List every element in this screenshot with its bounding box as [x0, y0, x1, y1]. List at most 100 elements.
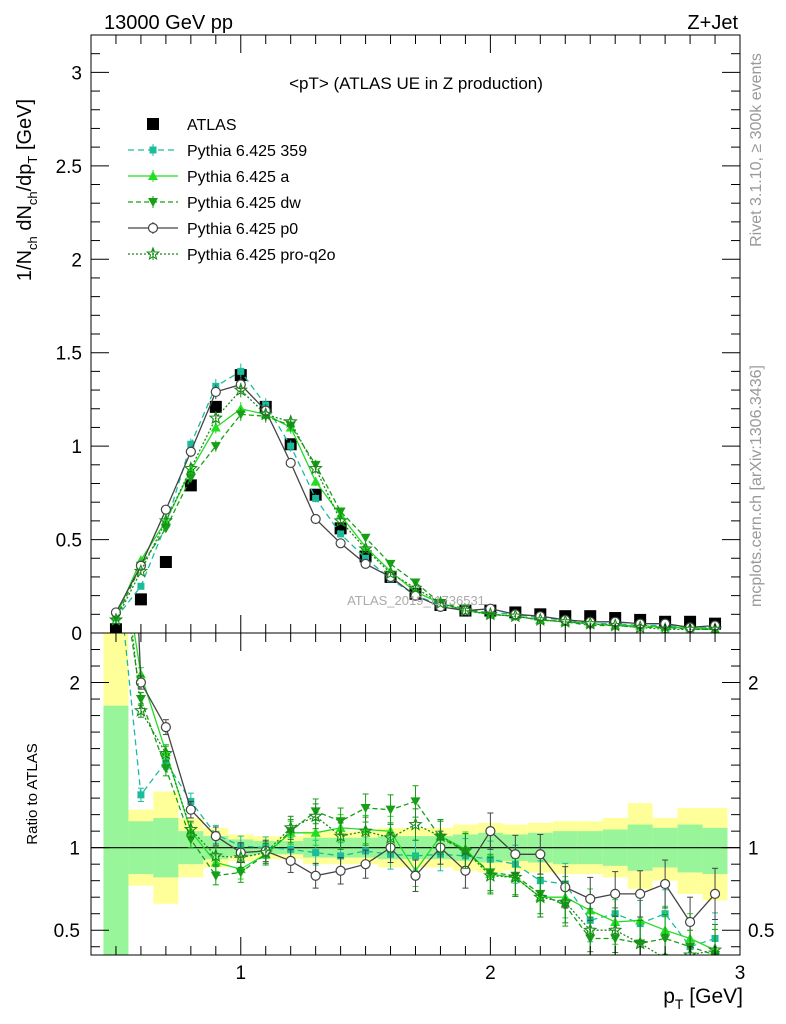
band-bin	[103, 705, 129, 955]
chart-title: <pT> (ATLAS UE in Z production)	[289, 74, 543, 93]
legend-marker-proq2o	[145, 246, 161, 261]
ratio-point-p0	[285, 855, 296, 866]
ratio-series-p359	[112, 547, 719, 955]
point-data	[159, 555, 172, 568]
process-label: Z+Jet	[687, 12, 738, 34]
ratio-point-proq2o	[258, 845, 273, 859]
ratio-y-axis-title: Ratio to ATLAS	[24, 743, 41, 844]
point-p0	[285, 457, 296, 469]
point-dw	[210, 442, 221, 452]
ratio-point-p359	[312, 849, 320, 857]
band-bin	[677, 824, 703, 873]
ratio-point-proq2o	[133, 703, 149, 717]
point-p0	[185, 446, 196, 457]
legend-item-p359: Pythia 6.425 359	[128, 143, 307, 160]
legend-marker-p0	[147, 222, 159, 234]
ratio-point-p359	[137, 791, 145, 799]
point-p359	[187, 440, 195, 448]
point-proq2o	[433, 595, 448, 610]
ratio-point-p0	[185, 804, 196, 815]
point-proq2o	[233, 382, 248, 397]
y-tick-label: 0	[71, 624, 82, 645]
legend-marker-p359	[149, 146, 157, 154]
legend-marker-a	[148, 171, 158, 180]
legend: ATLAS Pythia 6.425 359 Pythia 6.425 a Pythi…	[128, 117, 336, 264]
y-tick-label: 1	[71, 437, 82, 458]
ratio-point-proq2o	[333, 828, 348, 843]
ratio-point-proq2o	[208, 848, 223, 863]
point-p359	[137, 582, 145, 590]
main-x-ticks	[90, 35, 741, 633]
point-p0	[360, 558, 371, 569]
legend-label: Pythia 6.425 dw	[187, 195, 301, 212]
point-data	[134, 593, 147, 606]
ratio-y-tick-label-right: 0.5	[748, 921, 774, 942]
ratio-series-p0	[135, 633, 721, 948]
ratio-point-p0	[335, 865, 346, 876]
y-tick-label: 1.5	[56, 344, 82, 365]
legend-label: Pythia 6.425 a	[187, 169, 289, 186]
legend-label: Pythia 6.425 pro-q2o	[187, 247, 336, 264]
ratio-point-dw	[111, 530, 121, 539]
main-y-axis: 0 0.5 1 1.5 2 2.5 3	[56, 34, 740, 645]
ratio-y-axis: 0.5 0.5 1 1 2 2	[54, 632, 774, 948]
ratio-point-proq2o	[483, 868, 498, 882]
point-proq2o	[358, 541, 373, 556]
ratio-y-tick-label-right: 1	[748, 839, 759, 860]
ratio-point-dw	[335, 817, 346, 827]
ratio-series-proq2o	[110, 478, 723, 955]
ratio-point-p0	[635, 888, 646, 900]
point-proq2o	[508, 608, 523, 623]
point-p0	[310, 513, 321, 525]
point-proq2o	[458, 603, 473, 617]
ratio-point-proq2o	[110, 478, 121, 489]
ratio-y-tick-label: 0.5	[54, 921, 80, 942]
legend-item-dw: Pythia 6.425 dw	[128, 195, 301, 212]
x-axis-title: pT [GeV]	[663, 985, 743, 1012]
ratio-point-p0	[210, 831, 221, 842]
ratio-point-dw	[210, 871, 221, 881]
ratio-point-proq2o	[682, 947, 698, 955]
point-proq2o	[258, 406, 273, 421]
point-proq2o	[133, 563, 149, 578]
ratio-point-p0	[510, 849, 521, 860]
ratio-point-p0	[585, 893, 596, 904]
y-tick-label: 2.5	[56, 157, 82, 178]
ratio-plot-area	[91, 478, 740, 955]
ratio-point-proq2o	[408, 816, 423, 831]
legend-item-a: Pythia 6.425 a	[128, 169, 289, 186]
point-dw	[360, 533, 371, 543]
y-tick-label: 3	[71, 63, 82, 84]
point-dw	[385, 559, 396, 569]
point-proq2o	[208, 410, 223, 425]
ratio-panel: 0.5 0.5 1 1 2 2 1 2 3 Ratio to ATLAS pT [GeV]	[24, 478, 774, 1012]
ratio-point-proq2o	[358, 823, 373, 838]
stat-band-green	[103, 705, 728, 955]
ratio-point-p0	[485, 826, 496, 837]
point-p0	[335, 538, 346, 549]
ratio-point-p0	[160, 722, 171, 733]
legend-label: Pythia 6.425 359	[187, 143, 307, 160]
ratio-point-a	[310, 827, 321, 837]
ratio-y-tick-label-right: 2	[748, 674, 759, 695]
x-tick-label: 2	[485, 963, 496, 984]
ratio-point-proq2o	[533, 889, 548, 904]
ratio-point-p0	[310, 870, 321, 881]
point-a	[310, 476, 321, 486]
ratio-point-dw	[235, 868, 246, 878]
y-tick-label: 0.5	[56, 531, 82, 552]
point-p359	[237, 367, 245, 375]
ratio-point-proq2o	[558, 894, 573, 909]
ratio-point-p0	[410, 870, 421, 881]
legend-item-p0: Pythia 6.425 p0	[128, 221, 298, 238]
ratio-point-p0	[709, 888, 721, 900]
ratio-x-axis: 1 2 3	[90, 633, 745, 984]
legend-marker-dw	[148, 198, 158, 207]
point-data	[209, 400, 222, 413]
band-bin	[702, 827, 728, 875]
ratio-point-dw	[385, 805, 396, 815]
ratio-point-p359	[112, 547, 119, 554]
point-a	[210, 422, 221, 432]
point-dw	[335, 507, 346, 517]
point-p359	[312, 494, 320, 502]
